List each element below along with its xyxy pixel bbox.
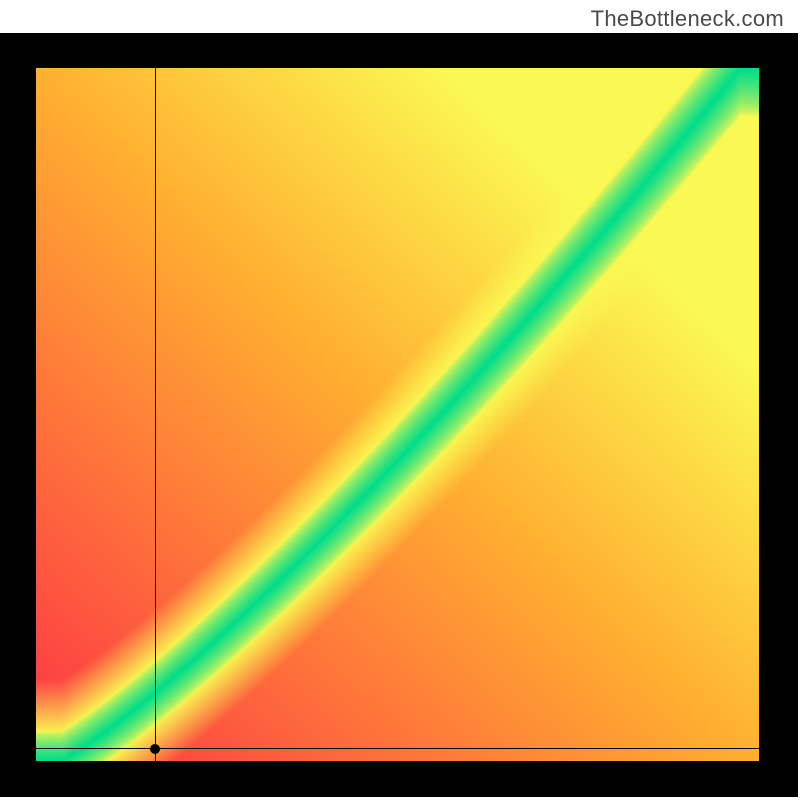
crosshair-horizontal	[36, 748, 759, 749]
heatmap-outer-frame	[0, 33, 798, 797]
heatmap-canvas	[36, 68, 759, 761]
crosshair-marker-dot	[150, 744, 160, 754]
heatmap-plot-area	[36, 68, 759, 761]
crosshair-vertical	[155, 68, 156, 761]
watermark-text: TheBottleneck.com	[591, 6, 784, 32]
